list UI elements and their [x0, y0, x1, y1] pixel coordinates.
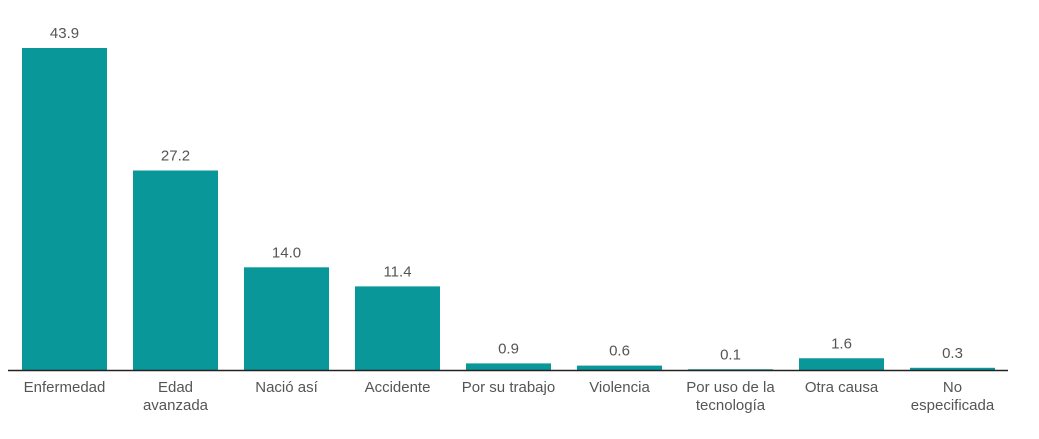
x-tick-label: Enfermedad	[23, 379, 106, 396]
bar	[688, 369, 773, 370]
bar	[577, 365, 662, 370]
bar	[244, 267, 329, 370]
x-tick-label: No especificada	[910, 379, 995, 414]
bar	[799, 358, 884, 370]
value-label: 0.9	[498, 340, 519, 357]
value-label: 43.9	[50, 25, 79, 42]
x-tick-label: Por su trabajo	[461, 379, 556, 396]
value-label: 0.1	[720, 346, 741, 363]
x-tick-label: Edad avanzada	[142, 379, 209, 414]
bar	[133, 170, 218, 370]
value-label: 0.3	[942, 345, 963, 362]
bar	[910, 367, 995, 370]
bar	[355, 286, 440, 370]
value-label: 1.6	[831, 335, 852, 352]
x-tick-label: Otra causa	[804, 379, 879, 396]
value-label: 11.4	[383, 263, 411, 280]
bar	[466, 363, 551, 370]
x-tick-label: Accidente	[364, 379, 431, 396]
x-tick-label: Nació así	[255, 379, 318, 396]
value-label: 14.0	[272, 244, 301, 261]
value-label: 0.6	[609, 343, 630, 360]
bar	[22, 48, 107, 370]
value-label: 27.2	[161, 147, 190, 164]
x-tick-label: Violencia	[589, 379, 650, 396]
x-tick-label: Por uso de la tecnología	[686, 379, 775, 414]
